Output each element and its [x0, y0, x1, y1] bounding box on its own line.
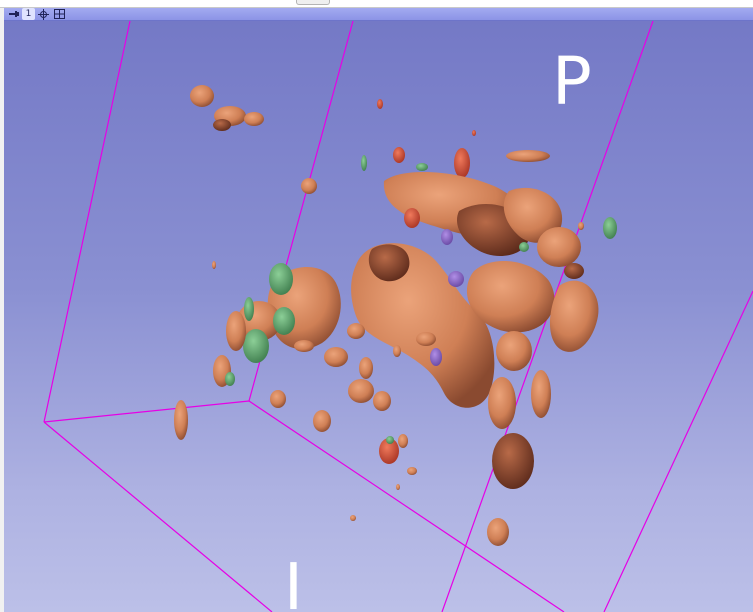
- view-controller-bar: 1: [4, 8, 753, 21]
- view-number-label[interactable]: 1: [22, 8, 35, 20]
- segmented-structures: [174, 85, 617, 546]
- center-view-icon[interactable]: [37, 8, 50, 20]
- orientation-label-inferior: I: [284, 551, 303, 612]
- top-toolbar-edge: [0, 0, 753, 8]
- layout-grid-icon[interactable]: [53, 8, 66, 20]
- collapse-handle[interactable]: [296, 0, 330, 5]
- bounding-box: [43, 21, 753, 612]
- 3d-render-viewport[interactable]: P I: [4, 21, 753, 612]
- orientation-label-posterior: P: [552, 43, 592, 120]
- 3d-segmentation-scene[interactable]: [4, 21, 753, 612]
- left-panel-edge: [0, 8, 4, 612]
- pin-icon[interactable]: [7, 8, 21, 20]
